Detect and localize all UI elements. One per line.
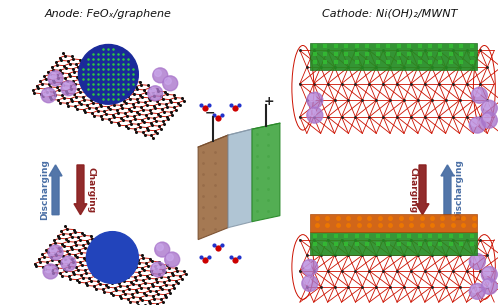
Circle shape — [153, 264, 159, 271]
Circle shape — [153, 68, 168, 83]
Circle shape — [470, 253, 486, 269]
Circle shape — [482, 100, 498, 116]
Circle shape — [50, 73, 57, 80]
Text: Discharging: Discharging — [454, 160, 463, 220]
Text: +: + — [263, 95, 274, 108]
Circle shape — [167, 254, 173, 261]
Circle shape — [470, 117, 486, 133]
Circle shape — [482, 278, 498, 294]
Circle shape — [165, 78, 171, 84]
Circle shape — [48, 71, 63, 86]
Circle shape — [482, 267, 498, 282]
Circle shape — [472, 285, 479, 292]
Circle shape — [309, 94, 316, 102]
Circle shape — [43, 264, 58, 279]
Circle shape — [45, 266, 52, 273]
Circle shape — [163, 76, 178, 91]
Polygon shape — [310, 231, 478, 255]
FancyArrow shape — [74, 165, 87, 215]
Text: Discharging: Discharging — [40, 160, 49, 220]
Circle shape — [482, 112, 498, 128]
Circle shape — [61, 81, 76, 96]
Text: Charging: Charging — [408, 167, 417, 213]
Circle shape — [148, 86, 163, 101]
Text: Charging: Charging — [87, 167, 96, 213]
Circle shape — [157, 244, 163, 251]
Circle shape — [309, 109, 316, 117]
Circle shape — [472, 256, 479, 263]
Circle shape — [484, 114, 491, 121]
Circle shape — [304, 261, 311, 269]
Text: Anode: FeOₓ/graphene: Anode: FeOₓ/graphene — [45, 9, 172, 19]
Circle shape — [63, 258, 70, 265]
Circle shape — [61, 256, 76, 271]
Circle shape — [472, 119, 479, 126]
Circle shape — [470, 283, 486, 299]
Circle shape — [472, 87, 488, 103]
Circle shape — [150, 88, 156, 94]
Text: −: − — [205, 107, 216, 120]
Polygon shape — [310, 42, 478, 70]
Circle shape — [78, 45, 138, 104]
Polygon shape — [310, 214, 478, 231]
Circle shape — [50, 247, 57, 254]
Circle shape — [155, 242, 170, 257]
Polygon shape — [198, 135, 228, 240]
Circle shape — [41, 88, 56, 103]
FancyArrow shape — [416, 165, 429, 215]
Polygon shape — [228, 129, 252, 228]
Circle shape — [155, 70, 161, 77]
Circle shape — [474, 89, 481, 96]
Circle shape — [165, 252, 180, 267]
Circle shape — [302, 260, 318, 275]
Circle shape — [302, 275, 318, 291]
Polygon shape — [252, 123, 280, 222]
Circle shape — [43, 90, 50, 96]
Circle shape — [151, 262, 166, 277]
Circle shape — [63, 83, 70, 89]
FancyArrow shape — [441, 165, 454, 215]
Circle shape — [484, 268, 491, 276]
Text: Cathode: Ni(OH)₂/MWNT: Cathode: Ni(OH)₂/MWNT — [322, 9, 457, 19]
FancyArrow shape — [49, 165, 62, 215]
Circle shape — [304, 278, 311, 285]
Circle shape — [484, 280, 491, 288]
Circle shape — [307, 92, 323, 108]
Circle shape — [48, 245, 63, 260]
Circle shape — [484, 102, 491, 109]
Circle shape — [307, 107, 323, 123]
Circle shape — [86, 231, 138, 283]
